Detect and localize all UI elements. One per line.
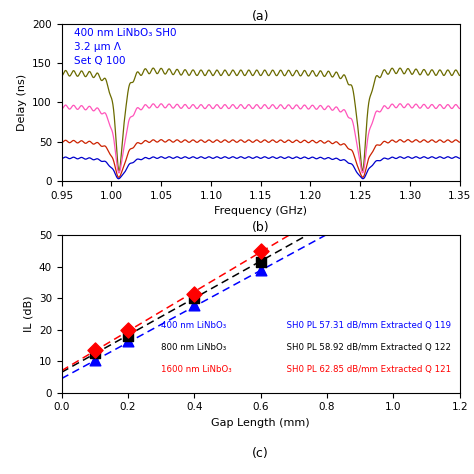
Point xyxy=(91,356,99,364)
Point xyxy=(191,301,198,309)
Y-axis label: IL (dB): IL (dB) xyxy=(23,296,33,332)
Title: (a): (a) xyxy=(252,9,269,23)
Text: 400 nm LiNbO₃ SH0
3.2 μm Λ
Set Q 100: 400 nm LiNbO₃ SH0 3.2 μm Λ Set Q 100 xyxy=(73,28,176,66)
Text: SH0 PL 58.92 dB/mm Extracted Q 122: SH0 PL 58.92 dB/mm Extracted Q 122 xyxy=(281,343,451,352)
Point xyxy=(91,346,99,354)
Point xyxy=(124,337,132,345)
Title: (b): (b) xyxy=(252,221,270,234)
Point xyxy=(191,290,198,297)
Text: 400 nm LiNbO₃: 400 nm LiNbO₃ xyxy=(161,320,227,329)
Text: SH0 PL 62.85 dB/mm Extracted Q 121: SH0 PL 62.85 dB/mm Extracted Q 121 xyxy=(281,365,451,374)
X-axis label: Gap Length (mm): Gap Length (mm) xyxy=(211,418,310,428)
Y-axis label: Delay (ns): Delay (ns) xyxy=(17,74,27,131)
Point xyxy=(91,350,99,357)
Text: SH0 PL 57.31 dB/mm Extracted Q 119: SH0 PL 57.31 dB/mm Extracted Q 119 xyxy=(281,320,451,329)
Point xyxy=(257,266,264,274)
X-axis label: Frequency (GHz): Frequency (GHz) xyxy=(214,206,307,216)
Point xyxy=(257,247,264,255)
Point xyxy=(257,258,264,266)
Text: 800 nm LiNbO₃: 800 nm LiNbO₃ xyxy=(161,343,227,352)
Point xyxy=(191,294,198,302)
Point xyxy=(124,332,132,340)
Text: 1600 nm LiNbO₃: 1600 nm LiNbO₃ xyxy=(161,365,232,374)
Point xyxy=(124,326,132,334)
Text: (c): (c) xyxy=(252,447,269,460)
